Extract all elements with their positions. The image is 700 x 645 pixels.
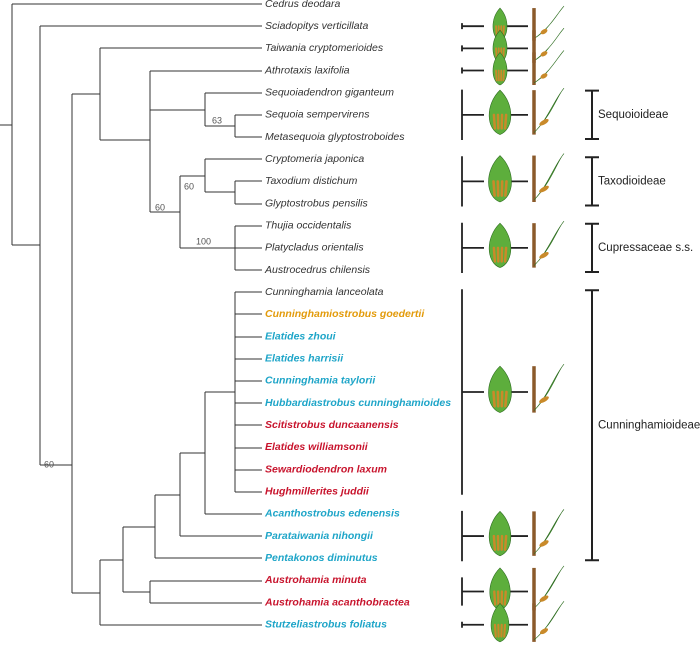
support-value: 60 xyxy=(155,202,165,212)
cone-scale xyxy=(488,365,512,413)
seed xyxy=(539,595,549,602)
seed xyxy=(539,540,549,547)
bract-leaf xyxy=(533,565,565,609)
taxon-label: Acanthostrobus edenensis xyxy=(264,508,400,520)
ovule xyxy=(492,113,497,130)
bract-leaf xyxy=(533,601,565,641)
ovule xyxy=(503,623,507,638)
taxon-label: Metasequoia glyptostroboides xyxy=(265,131,405,143)
ovule xyxy=(504,180,508,197)
taxon-label: Taiwania cryptomerioides xyxy=(265,42,384,54)
bract-leaf xyxy=(533,50,565,84)
ovule xyxy=(492,180,496,197)
taxon-label: Sciadopitys verticillata xyxy=(265,20,368,32)
taxon-label: Hubbardiastrobus cunninghamioides xyxy=(265,397,451,409)
clade-label: Cunninghamioideae xyxy=(598,419,700,431)
taxon-label: Cunninghamia lanceolata xyxy=(265,286,384,298)
ovule xyxy=(492,390,496,408)
seed xyxy=(540,28,548,35)
ovule xyxy=(493,590,497,606)
ovule xyxy=(503,246,508,263)
taxon-label: Athrotaxis laxifolia xyxy=(264,64,350,76)
taxon-label: Thujia occidentalis xyxy=(265,219,352,231)
ovule xyxy=(504,390,508,408)
cone-scale xyxy=(488,222,512,268)
support-value: 100 xyxy=(196,236,211,246)
ovule xyxy=(492,534,497,551)
taxon-label: Sewardiodendron laxum xyxy=(265,463,387,475)
clade-bracket xyxy=(585,289,599,562)
taxon-label: Taxodium distichum xyxy=(265,175,358,187)
taxon-label: Cunninghamiostrobus goedertii xyxy=(265,308,425,320)
seed xyxy=(539,252,549,259)
ovule xyxy=(503,590,507,606)
seed xyxy=(539,119,549,126)
cone-scale xyxy=(490,602,510,643)
seed xyxy=(540,73,548,79)
bract-leaf xyxy=(533,363,565,411)
bract-leaf xyxy=(533,87,565,133)
ovule xyxy=(492,246,497,263)
taxon-label: Scitistrobus duncaanensis xyxy=(265,419,399,431)
taxon-label: Platycladus orientalis xyxy=(265,242,364,254)
taxon-label: Elatides harrisii xyxy=(265,353,344,365)
clade-label: Taxodioideae xyxy=(598,175,666,187)
seed xyxy=(539,628,549,635)
taxon-label: Pentakonos diminutus xyxy=(265,552,378,564)
taxon-label: Cryptomeria japonica xyxy=(265,153,364,165)
taxon-label: Sequoiadendron giganteum xyxy=(265,86,394,98)
ovule xyxy=(495,69,498,82)
taxon-label: Austrohamia acanthobractea xyxy=(264,596,410,608)
seed xyxy=(540,51,548,57)
bract-leaf xyxy=(533,509,565,555)
bract-leaf xyxy=(533,220,565,266)
taxon-label: Hughmillerites juddii xyxy=(265,486,370,498)
morphology-icons xyxy=(461,5,565,643)
ovule xyxy=(493,623,497,638)
support-value: 60 xyxy=(44,459,54,469)
cone-scale xyxy=(488,155,512,203)
taxon-label: Elatides zhoui xyxy=(265,330,337,342)
clade-brackets: Sequoioideae Taxodioideae Cupressaceae s.s… xyxy=(585,89,700,562)
clade-label: Cupressaceae s.s. xyxy=(598,242,693,254)
seed xyxy=(539,185,549,193)
taxon-label: Austrohamia minuta xyxy=(264,574,367,586)
taxon-label: Cedrus deodara xyxy=(265,0,340,10)
taxon-label: Stutzeliastrobus foliatus xyxy=(265,619,387,631)
ovule xyxy=(503,534,508,551)
clade-bracket xyxy=(585,222,599,274)
cone-scale xyxy=(488,89,512,135)
clade-label: Sequoioideae xyxy=(598,109,668,121)
taxon-label: Cunninghamia taylorii xyxy=(265,375,376,387)
bract-leaf xyxy=(533,153,565,201)
support-value: 63 xyxy=(212,115,222,125)
taxon-label: Glyptostrobus pensilis xyxy=(265,197,368,209)
taxon-label: Austrocedrus chilensis xyxy=(264,264,371,276)
taxon-label: Parataiwania nihongii xyxy=(265,530,374,542)
taxon-label: Sequoia sempervirens xyxy=(265,109,370,121)
taxon-label: Elatides williamsonii xyxy=(265,441,369,453)
support-value: 60 xyxy=(184,181,194,191)
ovule xyxy=(502,69,505,82)
clade-bracket xyxy=(585,156,599,207)
clade-bracket xyxy=(585,89,599,141)
cone-scale xyxy=(488,510,512,557)
ovule xyxy=(503,113,508,130)
seed xyxy=(539,396,549,404)
tree-branches xyxy=(0,3,262,626)
